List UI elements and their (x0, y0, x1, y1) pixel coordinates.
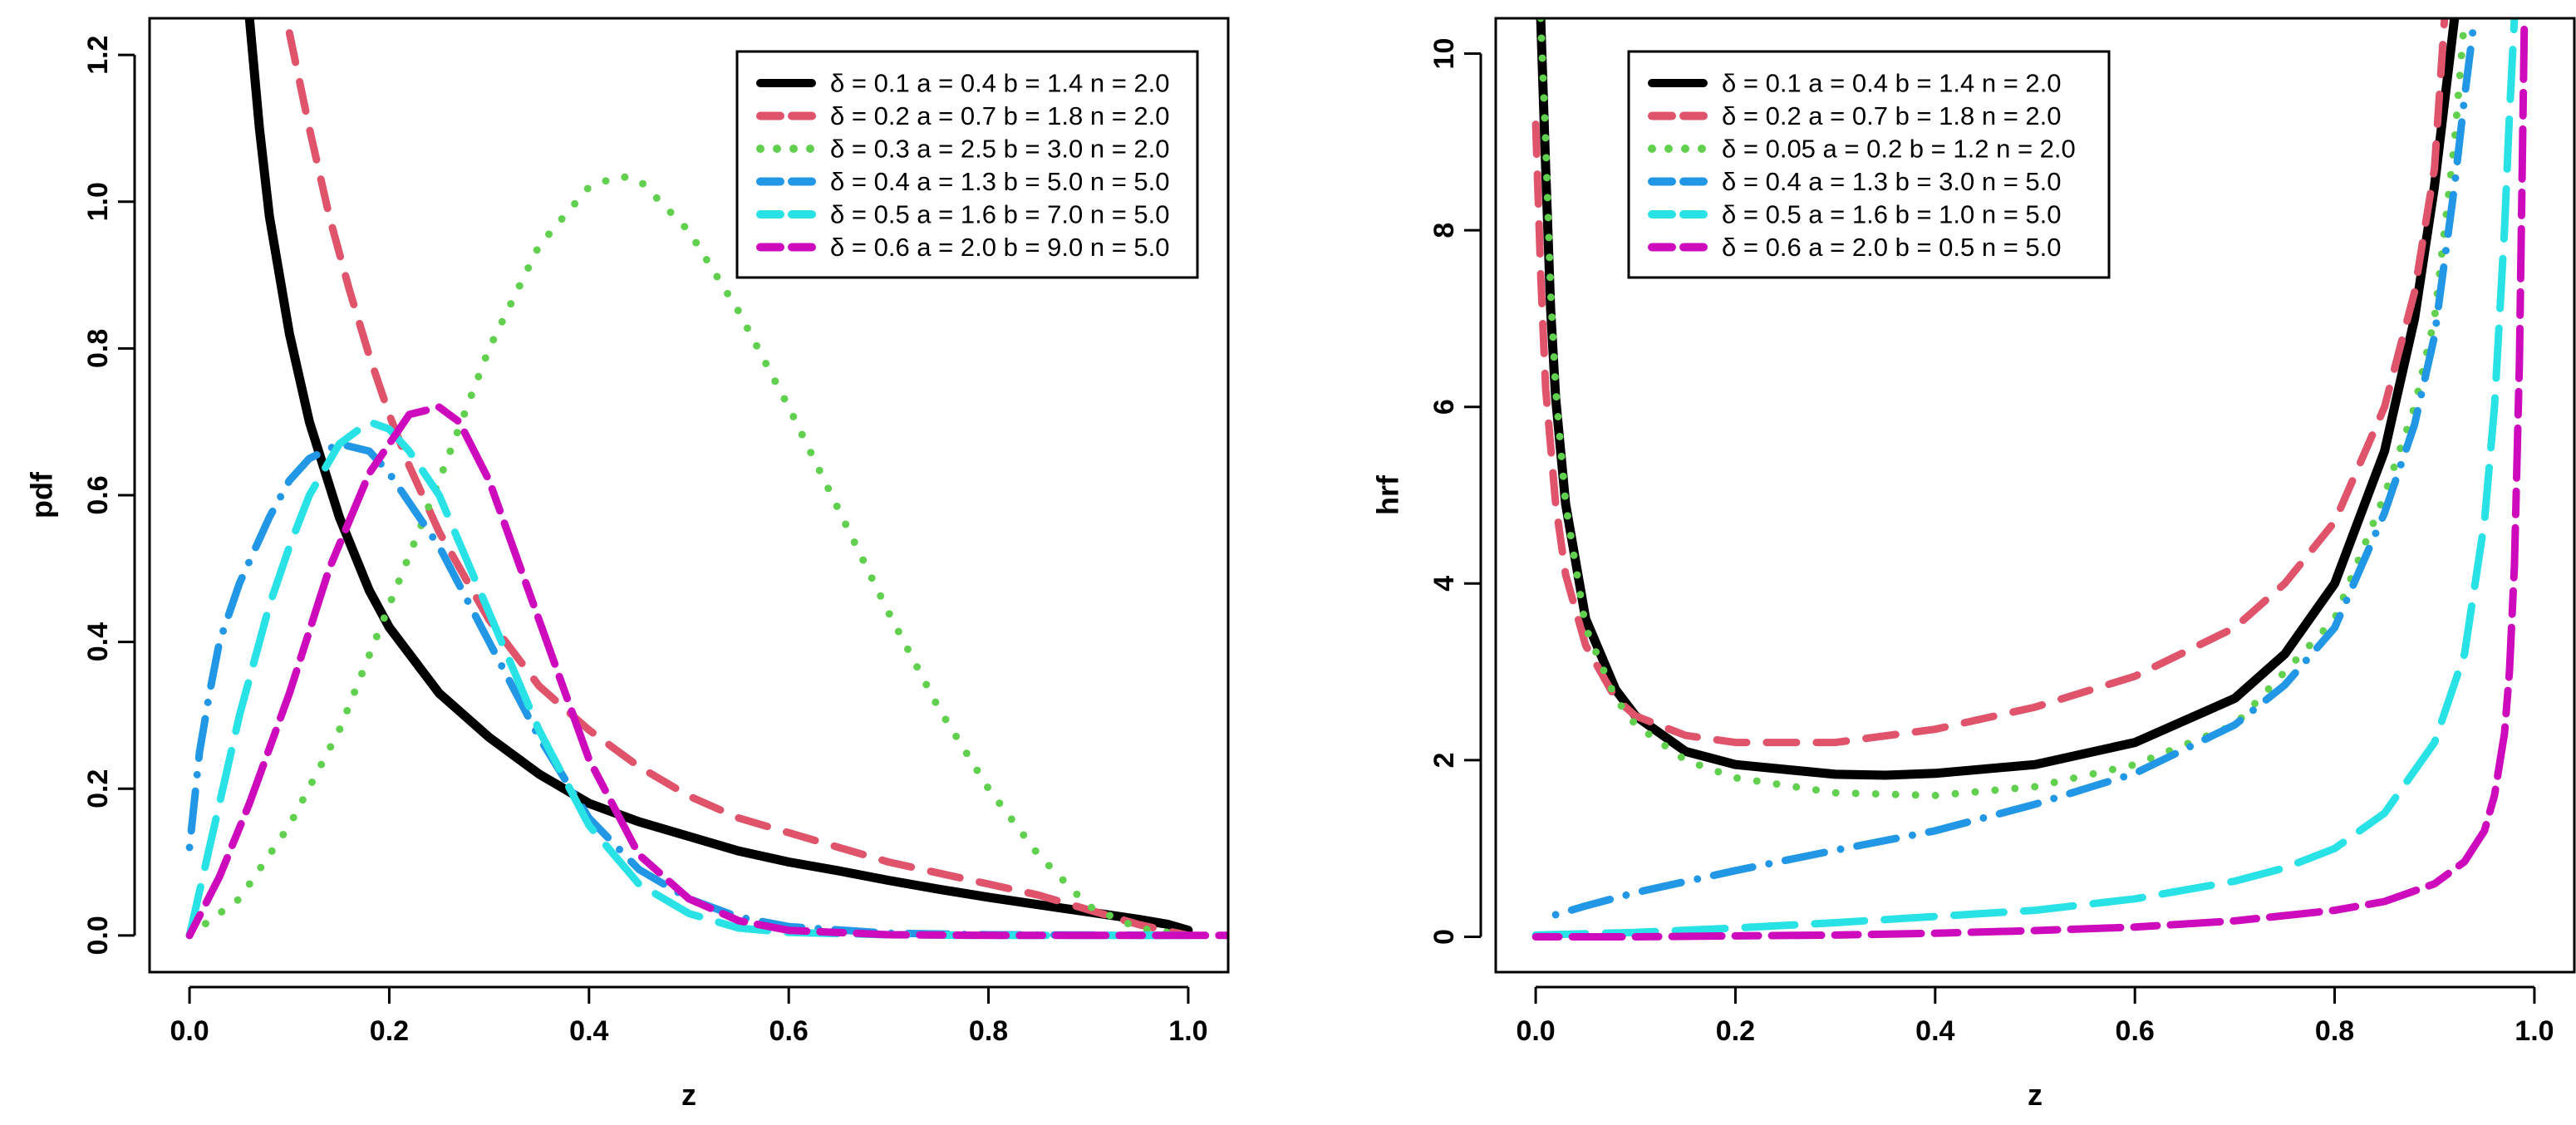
x-tick-label: 0.4 (569, 1015, 608, 1047)
series-line-5 (185, 418, 1192, 940)
pdf-panel: 0.0 0.2 0.4 0.6 0.8 1.0 0.0 0.2 0.4 0.6 0.8 1.0 1.2 z… (25, 17, 1230, 1112)
x-tick-label: 1.0 (2515, 1015, 2554, 1047)
series-line-1 (1536, 18, 2460, 780)
y-tick-label: 0 (1428, 929, 1460, 945)
legend-label: δ = 0.1 a = 0.4 b = 1.4 n = 2.0 (830, 69, 1170, 98)
plot-frame (148, 17, 1230, 974)
y-tick-label: 0.4 (82, 622, 114, 661)
y-tick-label: 1.0 (82, 182, 114, 221)
y-tick-label: 8 (1428, 223, 1460, 238)
series-line-4 (1551, 18, 2479, 919)
legend-label: δ = 0.5 a = 1.6 b = 1.0 n = 5.0 (1722, 200, 2062, 229)
legend-box (735, 50, 1199, 279)
y-tick-label: 6 (1428, 399, 1460, 415)
x-tick-label: 0.2 (370, 1015, 409, 1047)
legend: δ = 0.1 a = 0.4 b = 1.4 n = 2.0 δ = 0.2 a… (735, 50, 1199, 279)
legend-label: δ = 0.5 a = 1.6 b = 7.0 n = 5.0 (830, 200, 1170, 229)
y-tick-label: 10 (1428, 38, 1460, 70)
legend-label: δ = 0.4 a = 1.3 b = 5.0 n = 5.0 (830, 167, 1170, 196)
legend-label: δ = 0.4 a = 1.3 b = 3.0 n = 5.0 (1722, 167, 2062, 196)
legend-label: δ = 0.2 a = 0.7 b = 1.8 n = 2.0 (830, 101, 1170, 130)
series-line-6 (185, 403, 1228, 940)
legend: δ = 0.1 a = 0.4 b = 1.4 n = 2.0 δ = 0.2 a… (1627, 50, 2111, 279)
series-group (1531, 18, 2529, 941)
series-line-3 (1536, 18, 2469, 799)
hrf-panel: 0.0 0.2 0.4 0.6 0.8 1.0 0 2 4 6 8 10 z hrf δ = 0.1 a =… (1371, 17, 2576, 1112)
legend-box (1627, 50, 2111, 279)
series-line-6 (1531, 18, 2529, 941)
x-tick-label: 0.8 (969, 1015, 1008, 1047)
legend-label: δ = 0.2 a = 0.7 b = 1.8 n = 2.0 (1722, 101, 2062, 130)
y-tick-label: 2 (1428, 752, 1460, 768)
x-axis-label: z (681, 1078, 696, 1112)
legend-label: δ = 0.3 a = 2.5 b = 3.0 n = 2.0 (830, 135, 1170, 164)
y-tick-label: 0.2 (82, 769, 114, 808)
y-tick-label: 0.6 (82, 475, 114, 514)
legend-label: δ = 0.6 a = 2.0 b = 9.0 n = 5.0 (830, 233, 1170, 262)
y-axis-label: pdf (25, 471, 59, 518)
y-tick-label: 0.8 (82, 329, 114, 368)
legend-label: δ = 0.1 a = 0.4 b = 1.4 n = 2.0 (1722, 69, 2062, 98)
series-line-5 (1531, 18, 2519, 939)
y-tick-label: 1.2 (82, 36, 114, 75)
series-line-3 (185, 172, 1192, 940)
series-group (185, 18, 1228, 940)
x-tick-label: 0.2 (1716, 1015, 1755, 1047)
x-tick-label: 1.0 (1168, 1015, 1207, 1047)
y-tick-label: 0.0 (82, 916, 114, 955)
x-tick-label: 0.8 (2315, 1015, 2354, 1047)
x-tick-label: 0.6 (769, 1015, 809, 1047)
y-axis-label: hrf (1371, 474, 1405, 515)
legend-label: δ = 0.05 a = 0.2 b = 1.2 n = 2.0 (1722, 135, 2076, 164)
series-line-2 (1531, 18, 2449, 747)
plot-frame (1494, 17, 2576, 974)
x-axis-label: z (2028, 1078, 2043, 1112)
series-line-2 (285, 29, 1192, 940)
x-tick-label: 0.4 (1915, 1015, 1954, 1047)
x-tick-label: 0.0 (170, 1015, 209, 1047)
x-tick-label: 0.0 (1516, 1015, 1555, 1047)
series-line-1 (244, 18, 1193, 936)
y-tick-label: 4 (1428, 576, 1460, 592)
x-tick-label: 0.6 (2116, 1015, 2155, 1047)
legend-label: δ = 0.6 a = 2.0 b = 0.5 n = 5.0 (1722, 233, 2062, 262)
